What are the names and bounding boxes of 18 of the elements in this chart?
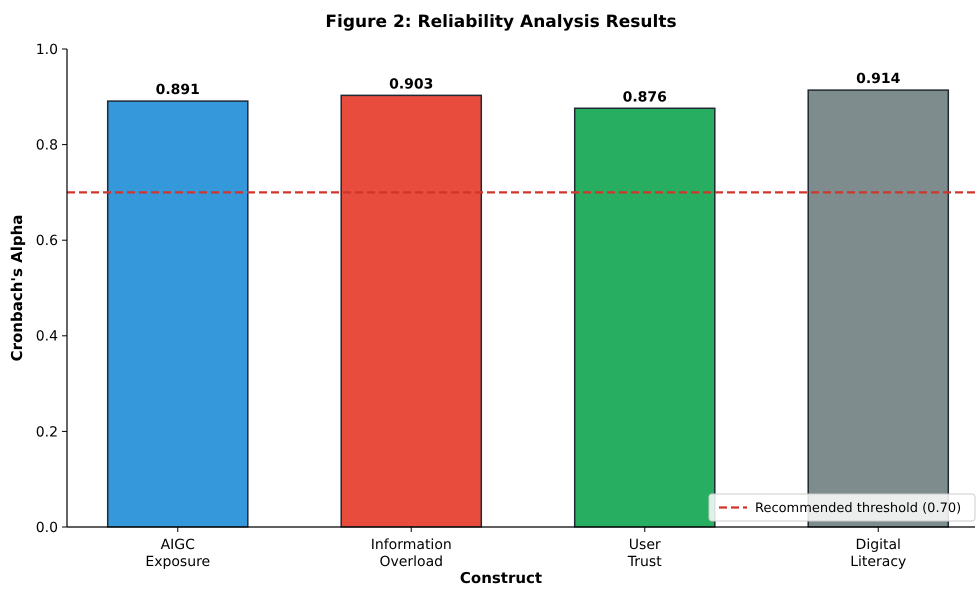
y-tick-label: 0.2: [36, 424, 58, 440]
data-label: 0.903: [389, 76, 434, 92]
y-tick-label: 1.0: [36, 42, 58, 58]
y-tick-label: 0.8: [36, 138, 58, 154]
x-tick-label: Information Overload: [370, 537, 452, 570]
y-axis-title: Cronbach's Alpha: [8, 214, 26, 362]
data-label: 0.891: [156, 82, 200, 98]
y-tick-label: 0.4: [36, 328, 58, 345]
data-label: 0.876: [622, 89, 667, 106]
x-tick-label: Digital Literacy: [850, 537, 906, 570]
chart-title: Figure 2: Reliability Analysis Results: [325, 12, 677, 32]
x-tick-label: User Trust: [626, 537, 662, 570]
legend-label: Recommended threshold (0.70): [755, 501, 962, 516]
data-label: 0.914: [856, 71, 901, 88]
x-tick-label: AIGC Exposure: [145, 537, 210, 570]
y-tick-label: 0.6: [36, 233, 58, 250]
y-tick-label: 0.0: [36, 520, 58, 536]
x-axis-title: Construct: [460, 569, 542, 587]
